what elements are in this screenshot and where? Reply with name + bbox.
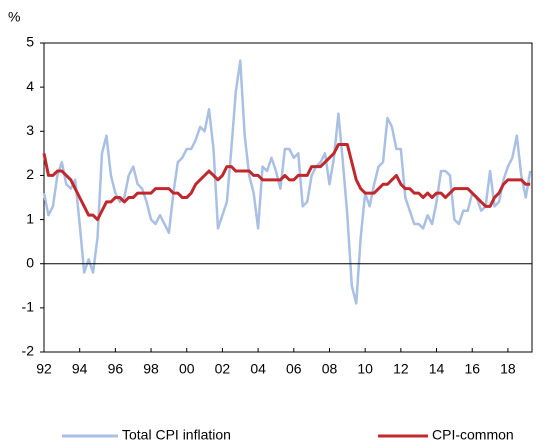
x-tick-label: 18 [500, 361, 516, 377]
y-tick-label: 4 [26, 78, 34, 94]
series-line [42, 59, 532, 305]
y-tick-label: 3 [26, 122, 34, 138]
x-tick-label: 06 [286, 361, 302, 377]
y-tick-label: -1 [22, 299, 35, 315]
legend-label: Total CPI inflation [122, 427, 231, 443]
x-tick-label: 12 [393, 361, 409, 377]
y-tick-label: -2 [22, 343, 35, 359]
x-tick-label: 94 [72, 361, 88, 377]
x-tick-label: 96 [108, 361, 124, 377]
x-tick-label: 98 [143, 361, 159, 377]
x-tick-label: 92 [36, 361, 52, 377]
x-tick-label: 10 [357, 361, 373, 377]
x-tick-label: 02 [215, 361, 231, 377]
y-axis-label: % [8, 9, 20, 25]
y-tick-label: 0 [26, 254, 34, 270]
x-tick-label: 08 [322, 361, 338, 377]
x-tick-label: 04 [250, 361, 266, 377]
x-tick-label: 14 [429, 361, 445, 377]
y-tick-label: 5 [26, 34, 34, 50]
y-tick-label: 1 [26, 210, 34, 226]
x-tick-label: 00 [179, 361, 195, 377]
legend-label: CPI-common [432, 427, 514, 443]
series-line [42, 143, 531, 222]
x-tick-label: 16 [464, 361, 480, 377]
y-tick-label: 2 [26, 166, 34, 182]
